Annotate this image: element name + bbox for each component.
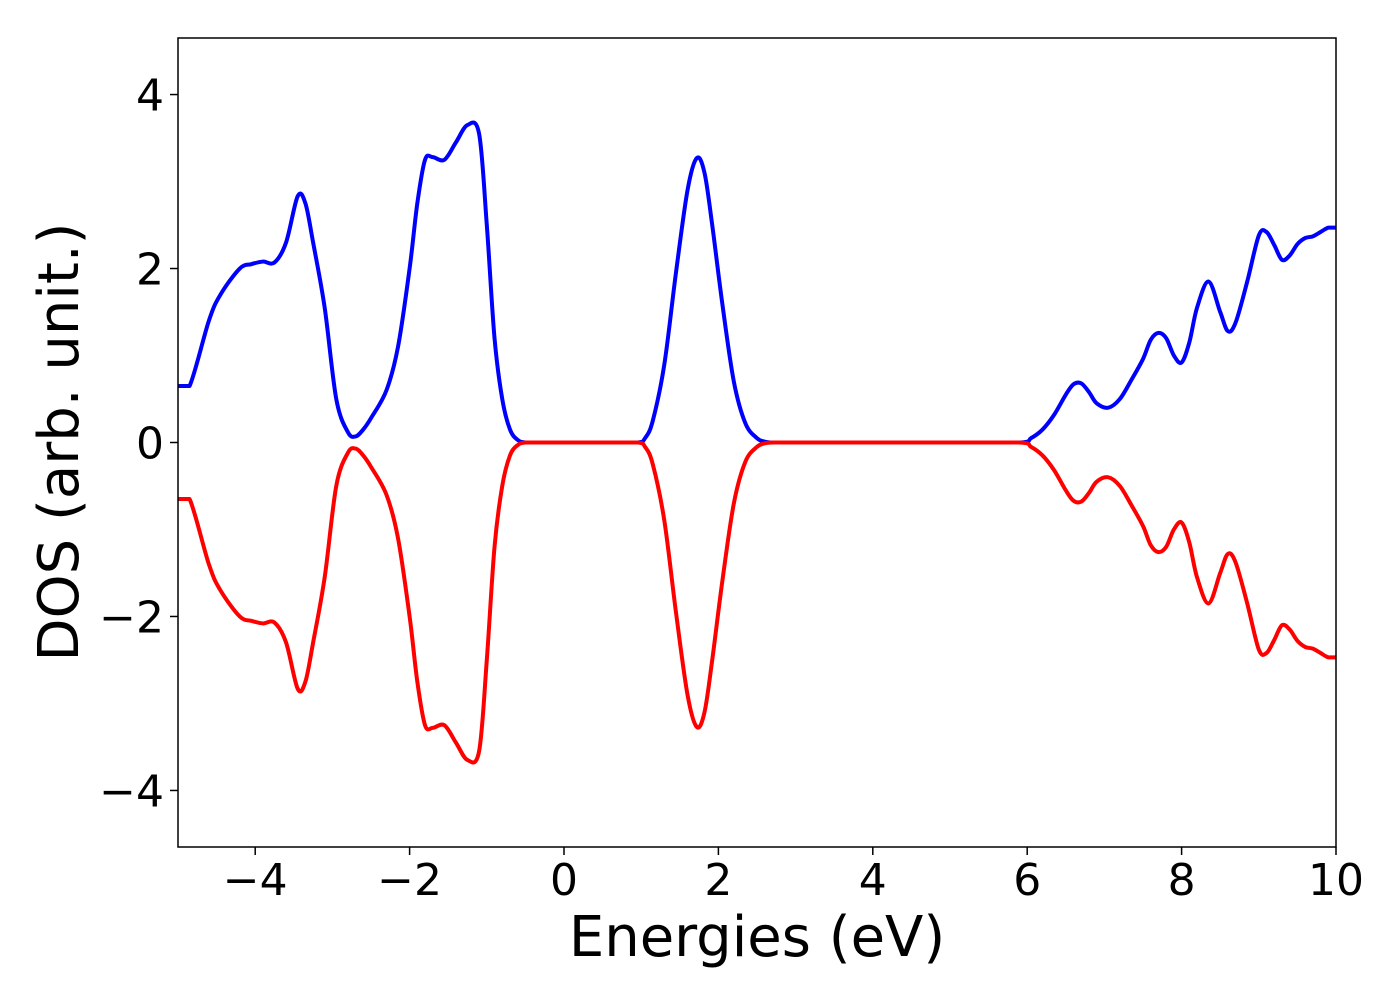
y-tick-label: −2 (99, 592, 164, 643)
x-axis-label: Energies (eV) (569, 905, 945, 970)
y-axis-ticks: −4 −2 0 2 4 (99, 71, 178, 817)
x-tick-label: 2 (704, 855, 732, 906)
y-axis-label: DOS (arb. unit.) (27, 222, 92, 661)
x-tick-label: 0 (550, 855, 578, 906)
y-tick-label: −4 (99, 766, 164, 817)
x-tick-label: 4 (859, 855, 887, 906)
x-tick-label: −2 (377, 855, 442, 906)
y-tick-label: 2 (136, 245, 164, 296)
y-tick-label: 0 (136, 419, 164, 470)
series-line-down (178, 440, 1336, 765)
x-tick-label: −4 (223, 855, 288, 906)
series-layer (178, 120, 1336, 765)
x-axis-ticks: −4 −2 0 2 4 6 8 10 (223, 847, 1364, 906)
series-line-up (178, 120, 1336, 445)
x-tick-label: 6 (1013, 855, 1041, 906)
y-tick-label: 4 (136, 71, 164, 122)
x-tick-label: 8 (1168, 855, 1196, 906)
x-tick-label: 10 (1308, 855, 1364, 906)
plot-frame (177, 37, 1337, 848)
